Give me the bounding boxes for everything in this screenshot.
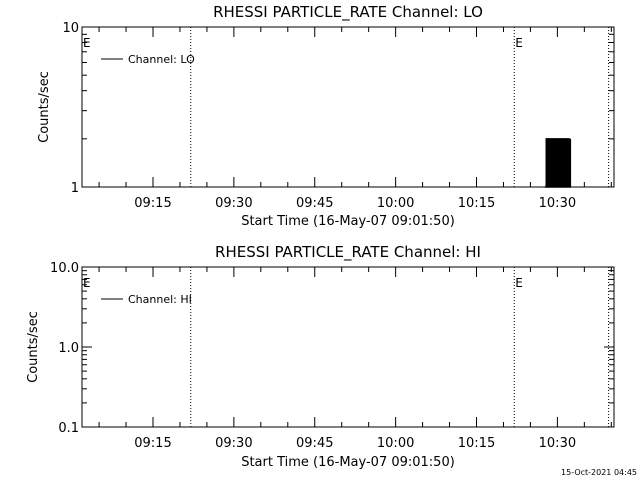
- generation-timestamp: 15-Oct-2021 04:45: [561, 468, 637, 477]
- panel-lo-xlabel: Start Time (16-May-07 09:01:50): [241, 214, 455, 229]
- y-tick-label: 10.0: [50, 261, 79, 276]
- x-tick-label: 09:45: [296, 196, 333, 211]
- panel-hi-ylabel: Counts/sec: [26, 311, 41, 383]
- y-tick-label: 1.0: [58, 341, 79, 356]
- panel-hi-plot-area: 0.1 1.0 10.0 09:15 09:30 09:45 10:00 10:15 10:30…: [50, 261, 615, 451]
- x-tick-label: 10:00: [377, 436, 414, 451]
- y-tick-label: 1: [71, 181, 79, 196]
- x-tick-label: 10:15: [458, 196, 495, 211]
- panel-lo-plot-area: 1 10 09:15 09:30 09:45 10:00 10:15 10:30 E E Chann…: [62, 21, 615, 211]
- series-line-lo: [544, 138, 572, 188]
- x-tick-label: 10:30: [539, 196, 576, 211]
- y-tick-label: 10: [62, 21, 79, 36]
- event-marker-label: E: [83, 276, 91, 290]
- panel-hi: RHESSI PARTICLE_RATE Channel: HI Start T…: [26, 243, 615, 470]
- x-tick-label: 10:30: [539, 436, 576, 451]
- y-tick-label: 0.1: [58, 421, 79, 436]
- event-marker-label: E: [515, 36, 523, 50]
- panel-lo: RHESSI PARTICLE_RATE Channel: LO Start T…: [37, 3, 615, 229]
- panel-hi-title: RHESSI PARTICLE_RATE Channel: HI: [215, 243, 481, 262]
- x-tick-label: 10:00: [377, 196, 414, 211]
- x-tick-label: 09:45: [296, 436, 333, 451]
- panel-lo-title: RHESSI PARTICLE_RATE Channel: LO: [213, 3, 483, 22]
- panel-hi-xlabel: Start Time (16-May-07 09:01:50): [241, 455, 455, 470]
- panel-lo-ylabel: Counts/sec: [37, 71, 52, 143]
- x-tick-label: 09:15: [134, 196, 171, 211]
- panel-lo-axes-frame: [81, 26, 615, 188]
- legend-label: Channel: LO: [128, 53, 195, 66]
- event-marker-label: E: [83, 36, 91, 50]
- event-marker-label: E: [515, 276, 523, 290]
- x-tick-label: 09:30: [215, 196, 252, 211]
- legend-label: Channel: HI: [128, 293, 192, 306]
- x-tick-label: 09:30: [215, 436, 252, 451]
- x-tick-label: 10:15: [458, 436, 495, 451]
- x-tick-label: 09:15: [134, 436, 171, 451]
